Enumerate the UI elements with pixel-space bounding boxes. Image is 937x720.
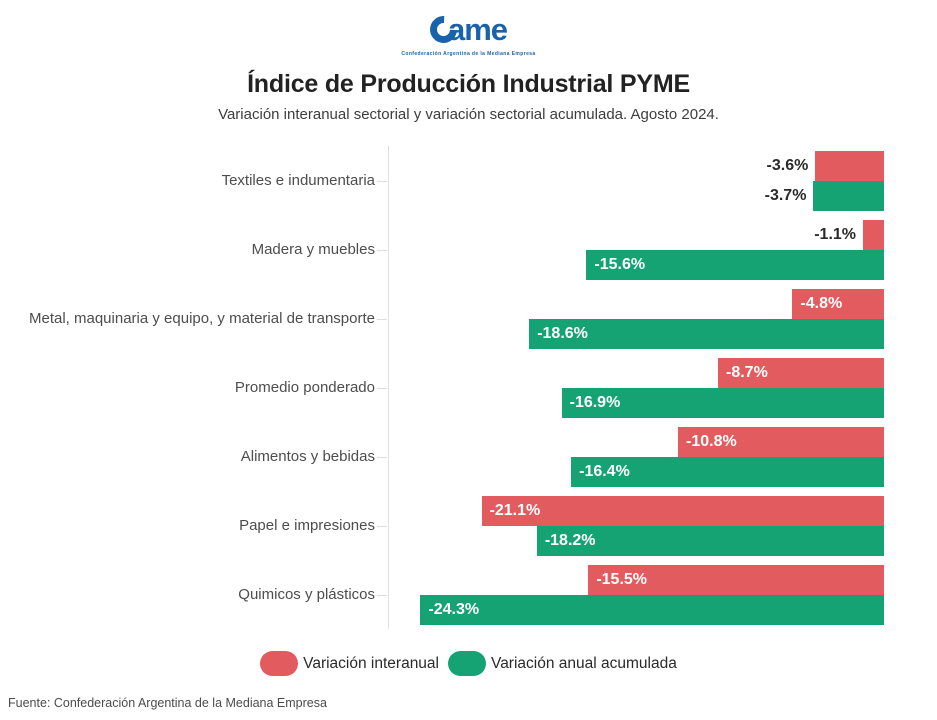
legend-label-interanual: Variación interanual <box>303 654 439 672</box>
chart-row: Alimentos y bebidas -10.8% -16.4% <box>0 422 937 491</box>
bar-variacion-acumulada: -16.9% <box>561 387 884 418</box>
chart-row: Promedio ponderado -8.7% -16.9% <box>0 353 937 422</box>
value-label: -8.7% <box>726 363 768 381</box>
came-logo-text: ame <box>447 12 508 47</box>
axis-tick <box>377 594 387 596</box>
bar-variacion-interanual <box>863 219 884 250</box>
chart-row: Quimicos y plásticos -15.5% -24.3% <box>0 560 937 629</box>
bar-variacion-acumulada: -15.6% <box>586 249 884 280</box>
legend-item-interanual: Variación interanual <box>260 651 439 676</box>
value-label: -3.7% <box>764 186 807 204</box>
value-label: -16.4% <box>579 462 630 480</box>
axis-tick <box>377 180 387 182</box>
legend-swatch-acumulada <box>448 651 486 676</box>
legend-label-acumulada: Variación anual acumulada <box>491 654 677 672</box>
bar-variacion-acumulada: -16.4% <box>571 456 884 487</box>
value-label: -15.5% <box>596 570 648 588</box>
value-label: -21.1% <box>489 501 541 519</box>
value-label: -16.9% <box>569 393 621 411</box>
value-label: -1.1% <box>814 225 857 243</box>
bar-variacion-acumulada: -18.2% <box>536 525 884 556</box>
value-label: -10.8% <box>686 432 737 450</box>
bar-variacion-acumulada <box>813 180 884 211</box>
legend-item-acumulada: Variación anual acumulada <box>448 651 677 676</box>
chart-row: Papel e impresiones -21.1% -18.2% <box>0 491 937 560</box>
bar-chart: Textiles e indumentaria -3.6% -3.7% Madera … <box>0 146 937 629</box>
bar-variacion-interanual: -21.1% <box>481 495 884 526</box>
axis-tick <box>377 318 387 320</box>
category-label: Textiles e indumentaria <box>221 172 375 189</box>
category-label: Promedio ponderado <box>234 379 375 396</box>
came-logo-caption: Confederación Argentina de la Mediana Em… <box>401 51 536 57</box>
category-label: Alimentos y bebidas <box>240 448 375 465</box>
bar-variacion-interanual: -15.5% <box>588 564 884 595</box>
legend-swatch-interanual <box>260 651 299 676</box>
bar-variacion-interanual: -8.7% <box>718 357 884 388</box>
bar-variacion-interanual <box>815 150 884 181</box>
category-label: Madera y muebles <box>251 241 375 258</box>
chart-title: Índice de Producción Industrial PYME <box>247 70 690 98</box>
category-label: Papel e impresiones <box>239 517 375 534</box>
value-label: -18.6% <box>537 324 588 342</box>
category-label: Quimicos y plásticos <box>238 586 375 603</box>
axis-tick <box>377 387 387 389</box>
value-label: -4.8% <box>800 294 843 312</box>
came-logo-mark: ame <box>424 10 508 49</box>
axis-tick <box>377 525 387 527</box>
bar-variacion-interanual: -10.8% <box>678 426 884 457</box>
axis-tick <box>377 456 387 458</box>
axis-tick <box>377 249 387 251</box>
y-axis-line <box>388 146 389 629</box>
chart-row: Textiles e indumentaria -3.6% -3.7% <box>0 146 937 215</box>
value-label: -18.2% <box>544 531 596 549</box>
bar-variacion-acumulada: -18.6% <box>529 318 884 349</box>
value-label: -3.6% <box>766 156 809 174</box>
chart-row: Metal, maquinaria y equipo, y material d… <box>0 284 937 353</box>
chart-row: Madera y muebles -1.1% -15.6% <box>0 215 937 284</box>
bar-variacion-interanual: -4.8% <box>792 288 884 319</box>
came-logo: ame Confederación Argentina de la Median… <box>0 10 937 57</box>
chart-legend: Variación interanual Variación anual acu… <box>0 651 937 676</box>
value-label: -24.3% <box>428 600 480 618</box>
category-label: Metal, maquinaria y equipo, y material d… <box>28 310 375 327</box>
source-note: Fuente: Confederación Argentina de la Me… <box>8 696 327 710</box>
chart-subtitle: Variación interanual sectorial y variaci… <box>218 106 719 123</box>
value-label: -15.6% <box>594 255 646 273</box>
bar-variacion-acumulada: -24.3% <box>420 594 884 625</box>
